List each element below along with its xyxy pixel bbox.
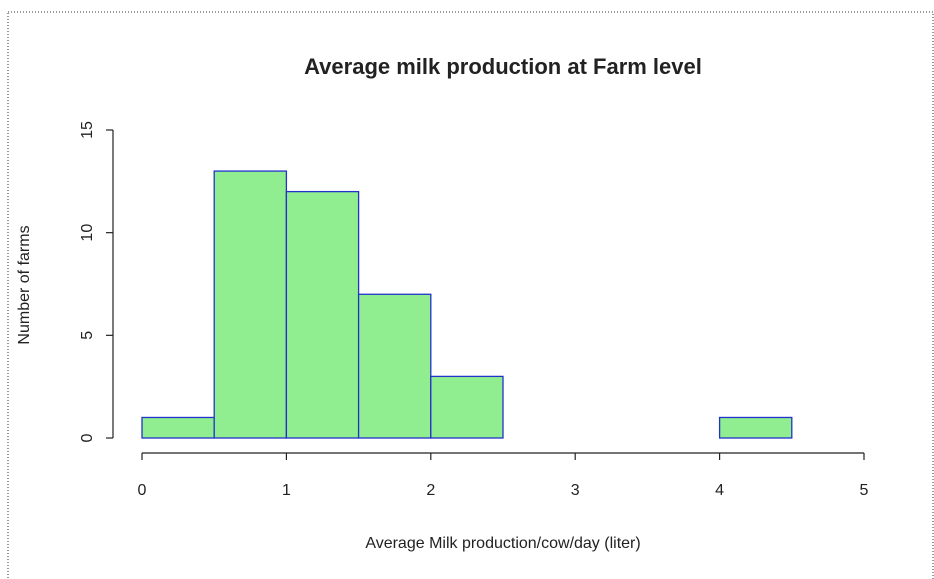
y-tick-label: 10	[79, 224, 96, 242]
bar	[718, 416, 793, 439]
x-tick-label: 4	[715, 482, 724, 499]
x-axis-label: Average Milk production/cow/day (liter)	[365, 535, 640, 552]
bar	[357, 293, 432, 439]
y-tick-label: 0	[79, 433, 96, 442]
bar	[213, 170, 288, 439]
x-tick-label: 3	[571, 482, 580, 499]
bar	[430, 375, 504, 439]
x-tick-label: 1	[282, 482, 291, 499]
bar	[141, 416, 215, 439]
bar	[285, 190, 360, 439]
y-axis-label: Number of farms	[16, 225, 33, 344]
x-tick-label: 0	[138, 482, 147, 499]
x-tick-label: 5	[860, 482, 869, 499]
frame	[7, 11, 934, 579]
chart-title: Average milk production at Farm level	[304, 54, 702, 79]
x-tick-label: 2	[426, 482, 435, 499]
y-tick-label: 5	[79, 331, 96, 340]
y-tick-label: 15	[79, 121, 96, 139]
